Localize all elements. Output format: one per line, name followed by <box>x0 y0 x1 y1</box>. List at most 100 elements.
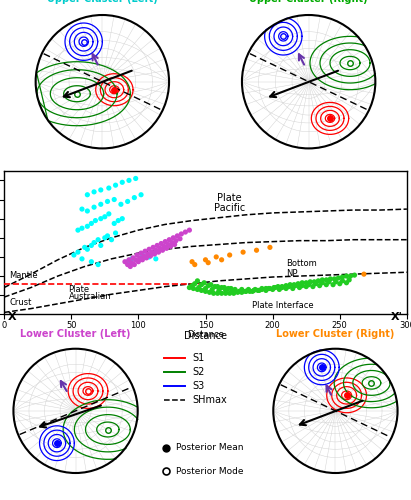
Point <box>316 282 323 290</box>
Point <box>218 284 225 292</box>
Point <box>139 256 145 264</box>
Point <box>97 242 104 250</box>
Point <box>286 282 292 290</box>
Point <box>218 290 225 298</box>
Point <box>296 284 303 292</box>
Point <box>157 244 163 252</box>
Point <box>171 240 178 248</box>
Point <box>142 247 148 255</box>
Point <box>97 200 104 208</box>
Point <box>128 258 135 266</box>
Point <box>189 258 195 266</box>
Point <box>303 282 309 290</box>
Point <box>143 254 150 262</box>
Point <box>339 273 346 281</box>
Point <box>84 190 91 198</box>
Point <box>161 242 167 250</box>
Point <box>249 288 256 296</box>
Point <box>169 238 175 246</box>
Point <box>222 290 229 298</box>
Point <box>192 280 198 287</box>
Point <box>182 228 189 236</box>
Point <box>346 276 353 284</box>
Point <box>163 244 170 252</box>
Point <box>242 288 249 296</box>
Text: X': X' <box>391 312 403 322</box>
Point <box>131 194 138 202</box>
Point <box>88 220 95 228</box>
Text: Bottom: Bottom <box>286 260 317 268</box>
Point <box>111 196 118 203</box>
Point <box>253 246 260 254</box>
Point <box>201 279 208 287</box>
Point <box>339 277 346 285</box>
Title: Upper Cluster (Right): Upper Cluster (Right) <box>249 0 368 4</box>
Point <box>252 286 259 294</box>
Point <box>332 278 339 286</box>
Point <box>165 240 171 248</box>
Point <box>79 205 85 213</box>
Text: Posterior Mean: Posterior Mean <box>176 444 244 452</box>
Point <box>267 284 273 292</box>
Point <box>213 253 219 261</box>
Point <box>192 260 198 268</box>
Point <box>269 286 276 294</box>
Point <box>147 252 154 260</box>
Point <box>259 286 265 294</box>
Point <box>267 244 273 252</box>
Point <box>115 216 122 224</box>
Point <box>130 254 136 262</box>
Point <box>231 290 237 298</box>
Point <box>79 224 85 232</box>
Point <box>323 280 330 288</box>
Point <box>351 271 358 279</box>
Point <box>202 288 209 296</box>
Point <box>170 234 177 242</box>
Point <box>214 282 221 290</box>
Text: Australian: Australian <box>69 292 111 301</box>
Point <box>119 214 125 222</box>
Point <box>198 286 205 294</box>
Point <box>102 234 108 242</box>
Point <box>84 246 91 254</box>
Point <box>212 282 218 290</box>
Point <box>126 256 132 264</box>
Point <box>106 184 112 192</box>
Point <box>202 284 209 292</box>
Point <box>236 288 242 296</box>
Text: Plate: Plate <box>69 286 90 294</box>
Point <box>247 288 253 296</box>
Point <box>309 282 316 290</box>
Point <box>75 226 81 234</box>
Point <box>145 250 151 258</box>
Point <box>135 258 142 266</box>
Point <box>71 251 77 259</box>
Point <box>75 248 81 256</box>
Point <box>271 284 277 292</box>
Point <box>319 276 326 284</box>
Point <box>209 286 215 294</box>
Point <box>190 284 197 292</box>
X-axis label: Distance: Distance <box>184 331 227 341</box>
Point <box>238 286 245 294</box>
Point <box>216 286 222 294</box>
Point <box>303 279 309 287</box>
Point <box>136 254 143 262</box>
Point <box>152 246 159 254</box>
Point <box>126 176 132 184</box>
Point <box>84 207 91 215</box>
Point <box>279 282 285 290</box>
Point <box>228 284 234 292</box>
Point <box>292 282 299 290</box>
Point <box>167 242 174 250</box>
Point <box>91 203 97 211</box>
Point <box>225 284 232 292</box>
Point <box>97 214 104 222</box>
Point <box>150 244 157 252</box>
Point <box>275 282 281 290</box>
Point <box>256 286 263 294</box>
Point <box>331 275 338 283</box>
Point <box>102 212 108 220</box>
Point <box>218 256 225 264</box>
Point <box>205 258 212 266</box>
